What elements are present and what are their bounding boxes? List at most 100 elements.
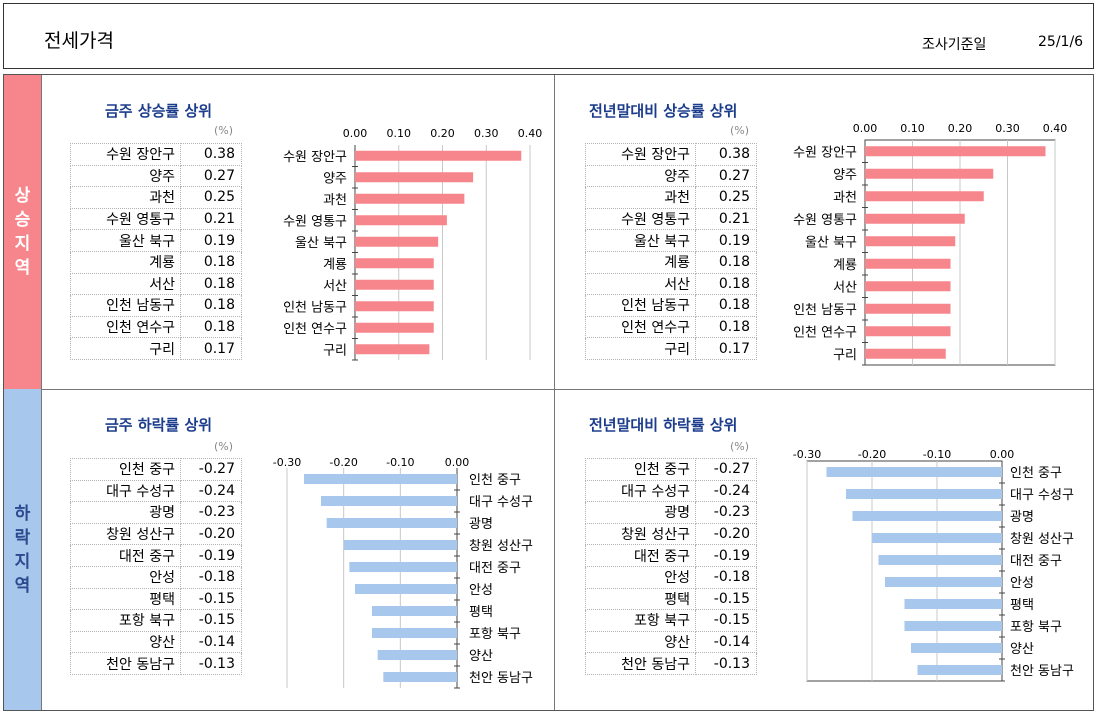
tick-label: 0.30 <box>995 122 1020 135</box>
panel-title-ytd-fall: 전년말대비 하락률 상위 <box>589 416 738 434</box>
table-rate-value: 0.25 <box>180 186 242 209</box>
category-label: 수원 장안구 <box>793 145 857 160</box>
survey-date-label: 조사기준일 <box>922 37 987 53</box>
category-label: 안성 <box>469 583 493 598</box>
table-row: 울산 북구 0.19 <box>585 229 757 252</box>
table-region-name: 평택 <box>585 587 696 611</box>
category-label: 천안 동남구 <box>469 671 533 686</box>
table-row: 인천 남동구 0.18 <box>70 294 242 317</box>
table-region-name: 양산 <box>70 630 181 654</box>
category-label: 대전 중구 <box>1010 554 1062 569</box>
category-label: 포항 북구 <box>1010 620 1062 635</box>
table-row: 구리 0.17 <box>585 337 757 360</box>
category-label: 평택 <box>469 605 493 620</box>
table-rate-value: 0.38 <box>695 143 757 166</box>
tick-label: 0.30 <box>474 127 499 140</box>
tick-label: -0.30 <box>793 448 821 461</box>
table-rate-value: 0.19 <box>180 229 242 252</box>
survey-date: 25/1/6 <box>1038 34 1084 50</box>
table-region-name: 인천 중구 <box>70 458 181 481</box>
unit-label: (%) <box>214 440 234 453</box>
bar <box>865 258 951 269</box>
table-row: 천안 동남구 -0.13 <box>70 652 242 675</box>
tick-label: -0.10 <box>386 456 414 469</box>
bar <box>872 533 1002 543</box>
table-row: 포항 북구 -0.15 <box>585 609 757 632</box>
tick-label: 0.40 <box>518 127 543 140</box>
falling-label-char: 락 <box>14 527 31 548</box>
table-rate-value: -0.18 <box>695 565 757 589</box>
table-rate-value: -0.20 <box>180 522 242 546</box>
category-label: 구리 <box>323 343 347 358</box>
table-rate-value: 0.17 <box>180 337 242 360</box>
table-region-name: 안성 <box>585 565 696 589</box>
bar <box>846 489 1002 499</box>
category-label: 인천 중구 <box>469 473 521 488</box>
table-rate-value: 0.18 <box>695 272 757 296</box>
bar <box>904 599 1002 609</box>
table-region-name: 수원 영통구 <box>585 207 696 231</box>
category-label: 포항 북구 <box>469 627 521 642</box>
table-rate-value: 0.18 <box>695 250 757 274</box>
category-label: 울산 북구 <box>295 236 347 251</box>
rising-label-char: 상 <box>14 186 31 206</box>
category-label: 과천 <box>323 193 347 208</box>
bar <box>355 301 434 312</box>
category-label: 수원 장안구 <box>283 150 347 165</box>
bar <box>326 518 457 528</box>
table-region-name: 포항 북구 <box>585 609 696 632</box>
table-rate-value: -0.15 <box>695 587 757 611</box>
table-rate-value: -0.20 <box>695 522 757 546</box>
bar <box>865 213 965 224</box>
table-rate-value: 0.18 <box>695 315 757 339</box>
table-rate-value: 0.17 <box>695 337 757 360</box>
table-region-name: 천안 동남구 <box>70 652 181 675</box>
falling-region-label: 하 락 지 역 <box>4 389 41 710</box>
rank-table-weekly-rise: 수원 장안구 0.38 양주 0.27 과천 0.25 수원 영통구 0.21 울산 북구 0.1… <box>70 143 242 360</box>
category-label: 수원 영통구 <box>793 213 857 228</box>
table-region-name: 인천 남동구 <box>70 294 181 317</box>
table-row: 광명 -0.23 <box>585 501 757 524</box>
table-row: 대전 중구 -0.19 <box>70 544 242 567</box>
category-label: 인천 중구 <box>1010 466 1062 481</box>
table-rate-value: -0.27 <box>180 458 242 481</box>
bar <box>865 303 951 314</box>
category-label: 양산 <box>469 649 493 664</box>
panel-title-weekly-fall: 금주 하락률 상위 <box>105 416 213 434</box>
category-label: 인천 남동구 <box>793 303 857 318</box>
unit-label: (%) <box>730 440 750 453</box>
table-row: 천안 동남구 -0.13 <box>585 652 757 675</box>
table-row: 울산 북구 0.19 <box>70 229 242 252</box>
table-rate-value: 0.18 <box>180 250 242 274</box>
side-divider <box>41 75 42 710</box>
category-label: 구리 <box>833 348 857 363</box>
rising-region-label: 상 승 지 역 <box>4 75 41 389</box>
table-row: 과천 0.25 <box>585 186 757 209</box>
category-label: 서산 <box>833 280 857 295</box>
table-rate-value: 0.18 <box>180 272 242 296</box>
bar <box>355 150 522 161</box>
table-rate-value: 0.27 <box>695 164 757 188</box>
table-rate-value: -0.15 <box>695 609 757 632</box>
bar <box>852 511 1002 521</box>
tick-label: 0.00 <box>990 448 1015 461</box>
bar <box>355 172 474 183</box>
category-label: 인천 연수구 <box>283 322 347 337</box>
category-label: 양산 <box>1010 642 1034 657</box>
tick-label: 0.10 <box>900 122 925 135</box>
table-row: 창원 성산구 -0.20 <box>70 522 242 546</box>
bar <box>911 643 1002 653</box>
falling-label-char: 하 <box>14 503 31 524</box>
table-region-name: 양주 <box>70 164 181 188</box>
bar <box>865 326 951 337</box>
bar <box>865 146 1046 157</box>
table-rate-value: -0.19 <box>180 544 242 567</box>
category-label: 과천 <box>833 190 857 205</box>
table-rate-value: -0.13 <box>695 652 757 675</box>
tick-label: 0.20 <box>430 127 455 140</box>
table-row: 대구 수성구 -0.24 <box>585 479 757 503</box>
table-region-name: 과천 <box>585 186 696 209</box>
table-rate-value: -0.19 <box>695 544 757 567</box>
table-rate-value: 0.18 <box>180 294 242 317</box>
table-rate-value: -0.14 <box>695 630 757 654</box>
